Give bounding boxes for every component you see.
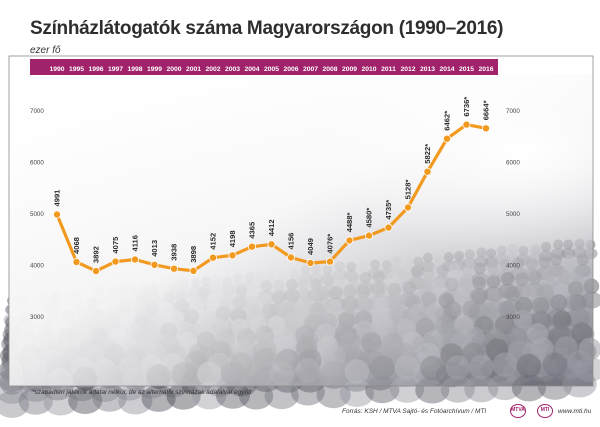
- data-point: [208, 253, 217, 262]
- data-point: [403, 203, 412, 212]
- data-label: 6462*: [443, 111, 452, 131]
- data-point: [325, 257, 334, 266]
- data-point: [286, 253, 295, 262]
- unit-label: ezer fő: [30, 45, 61, 56]
- data-point: [423, 167, 432, 176]
- x-tick-label: 2001: [186, 66, 201, 73]
- y-tick-label: 4000: [30, 263, 44, 270]
- data-point: [72, 257, 81, 266]
- y-tick-label: 7000: [506, 108, 520, 115]
- data-labels: 4991 4068 3892 4075 4116 4013 3938 3898 4152 4198…: [53, 97, 491, 263]
- data-label: 5128*: [404, 180, 413, 200]
- data-point: [247, 242, 256, 251]
- data-label: 4412: [267, 219, 276, 236]
- year-band: [30, 59, 498, 75]
- x-tick-label: 2003: [225, 66, 240, 73]
- data-label: 4076*: [326, 234, 335, 254]
- data-label: 3938: [170, 244, 179, 261]
- x-tick-label: 1998: [127, 66, 142, 73]
- mtva-logo-icon: MTVA: [510, 404, 526, 418]
- data-label: 4580*: [365, 208, 374, 228]
- data-label: 4013: [150, 240, 159, 257]
- data-label: 4365: [248, 221, 257, 239]
- data-label: 6736*: [462, 97, 471, 117]
- website-link[interactable]: www.mti.hu: [558, 408, 592, 415]
- y-tick-label: 4000: [506, 263, 520, 270]
- data-label: 4068: [72, 237, 81, 254]
- data-point: [364, 231, 373, 240]
- data-label: 4116: [131, 235, 140, 251]
- source-credit: Forrás: KSH / MTVA Sajtó- és Fotóarchívu…: [342, 408, 487, 415]
- data-point: [53, 210, 62, 219]
- background-photo: [0, 74, 600, 418]
- data-point: [462, 120, 471, 129]
- x-tick-label: 1997: [108, 66, 123, 73]
- data-label: 4075: [111, 236, 120, 254]
- data-label: 4198: [228, 230, 237, 247]
- x-tick-label: 1990: [49, 66, 64, 73]
- x-tick-label: 1999: [147, 66, 162, 73]
- y-tick-labels-right: 3000 4000 5000 6000 7000: [506, 108, 520, 321]
- plot-border: [8, 55, 594, 387]
- mti-logo-icon: MTI: [537, 404, 553, 418]
- chart-title: Színházlátogatók száma Magyarországon (1…: [30, 18, 504, 39]
- data-points: [53, 120, 490, 276]
- data-label: 4152: [209, 233, 218, 250]
- x-tick-label: 2011: [381, 66, 396, 73]
- y-tick-label: 7000: [30, 108, 44, 115]
- data-point: [189, 266, 198, 275]
- y-tick-label: 3000: [30, 314, 44, 321]
- y-tick-label: 5000: [30, 211, 44, 218]
- data-label: 4156: [287, 233, 296, 250]
- x-tick-label: 1995: [69, 66, 84, 73]
- data-label: 5822*: [423, 144, 432, 164]
- x-tick-label: 2012: [400, 66, 415, 73]
- data-point: [111, 257, 120, 266]
- data-label: 4049: [306, 238, 315, 255]
- x-tick-label: 2014: [439, 66, 454, 73]
- x-tick-label: 2002: [205, 66, 220, 73]
- x-tick-label: 2008: [322, 66, 337, 73]
- data-point: [150, 260, 159, 269]
- y-tick-label: 5000: [506, 211, 520, 218]
- data-point: [169, 264, 178, 273]
- data-label: 4488*: [345, 213, 354, 233]
- x-tick-label: 2000: [166, 66, 181, 73]
- x-tick-label: 2010: [361, 66, 376, 73]
- data-point: [92, 267, 101, 276]
- x-tick-label: 2007: [303, 66, 318, 73]
- data-label: 3892: [92, 246, 101, 263]
- x-tick-label: 1996: [88, 66, 103, 73]
- x-tick-label: 2005: [264, 66, 279, 73]
- x-tick-label: 2015: [459, 66, 474, 73]
- data-point: [481, 124, 490, 133]
- y-tick-label: 6000: [30, 160, 44, 167]
- x-tick-label: 2006: [283, 66, 298, 73]
- data-label: 3898: [189, 246, 198, 263]
- y-tick-labels-left: 3000 4000 5000 6000 7000: [30, 108, 44, 321]
- data-point: [306, 258, 315, 267]
- data-label: 4991: [53, 189, 62, 207]
- data-point: [267, 240, 276, 249]
- y-tick-label: 3000: [506, 314, 520, 321]
- x-tick-label: 2013: [420, 66, 435, 73]
- y-tick-label: 6000: [506, 160, 520, 167]
- x-tick-label: 2009: [342, 66, 357, 73]
- x-tick-label: 2016: [478, 66, 493, 73]
- data-point: [228, 251, 237, 260]
- footnote: *szabadtéri játékok adatai nélkül, de az…: [32, 389, 252, 396]
- data-label: 4735*: [384, 200, 393, 220]
- x-tick-label: 2004: [244, 66, 259, 73]
- data-point: [130, 255, 139, 264]
- data-point: [345, 236, 354, 245]
- data-point: [442, 134, 451, 143]
- data-point: [384, 223, 393, 232]
- data-label: 6664*: [482, 100, 491, 120]
- x-tick-labels: 1990 1995 1996 1997 1998 1999 2000 2001 2002 2003…: [49, 66, 493, 73]
